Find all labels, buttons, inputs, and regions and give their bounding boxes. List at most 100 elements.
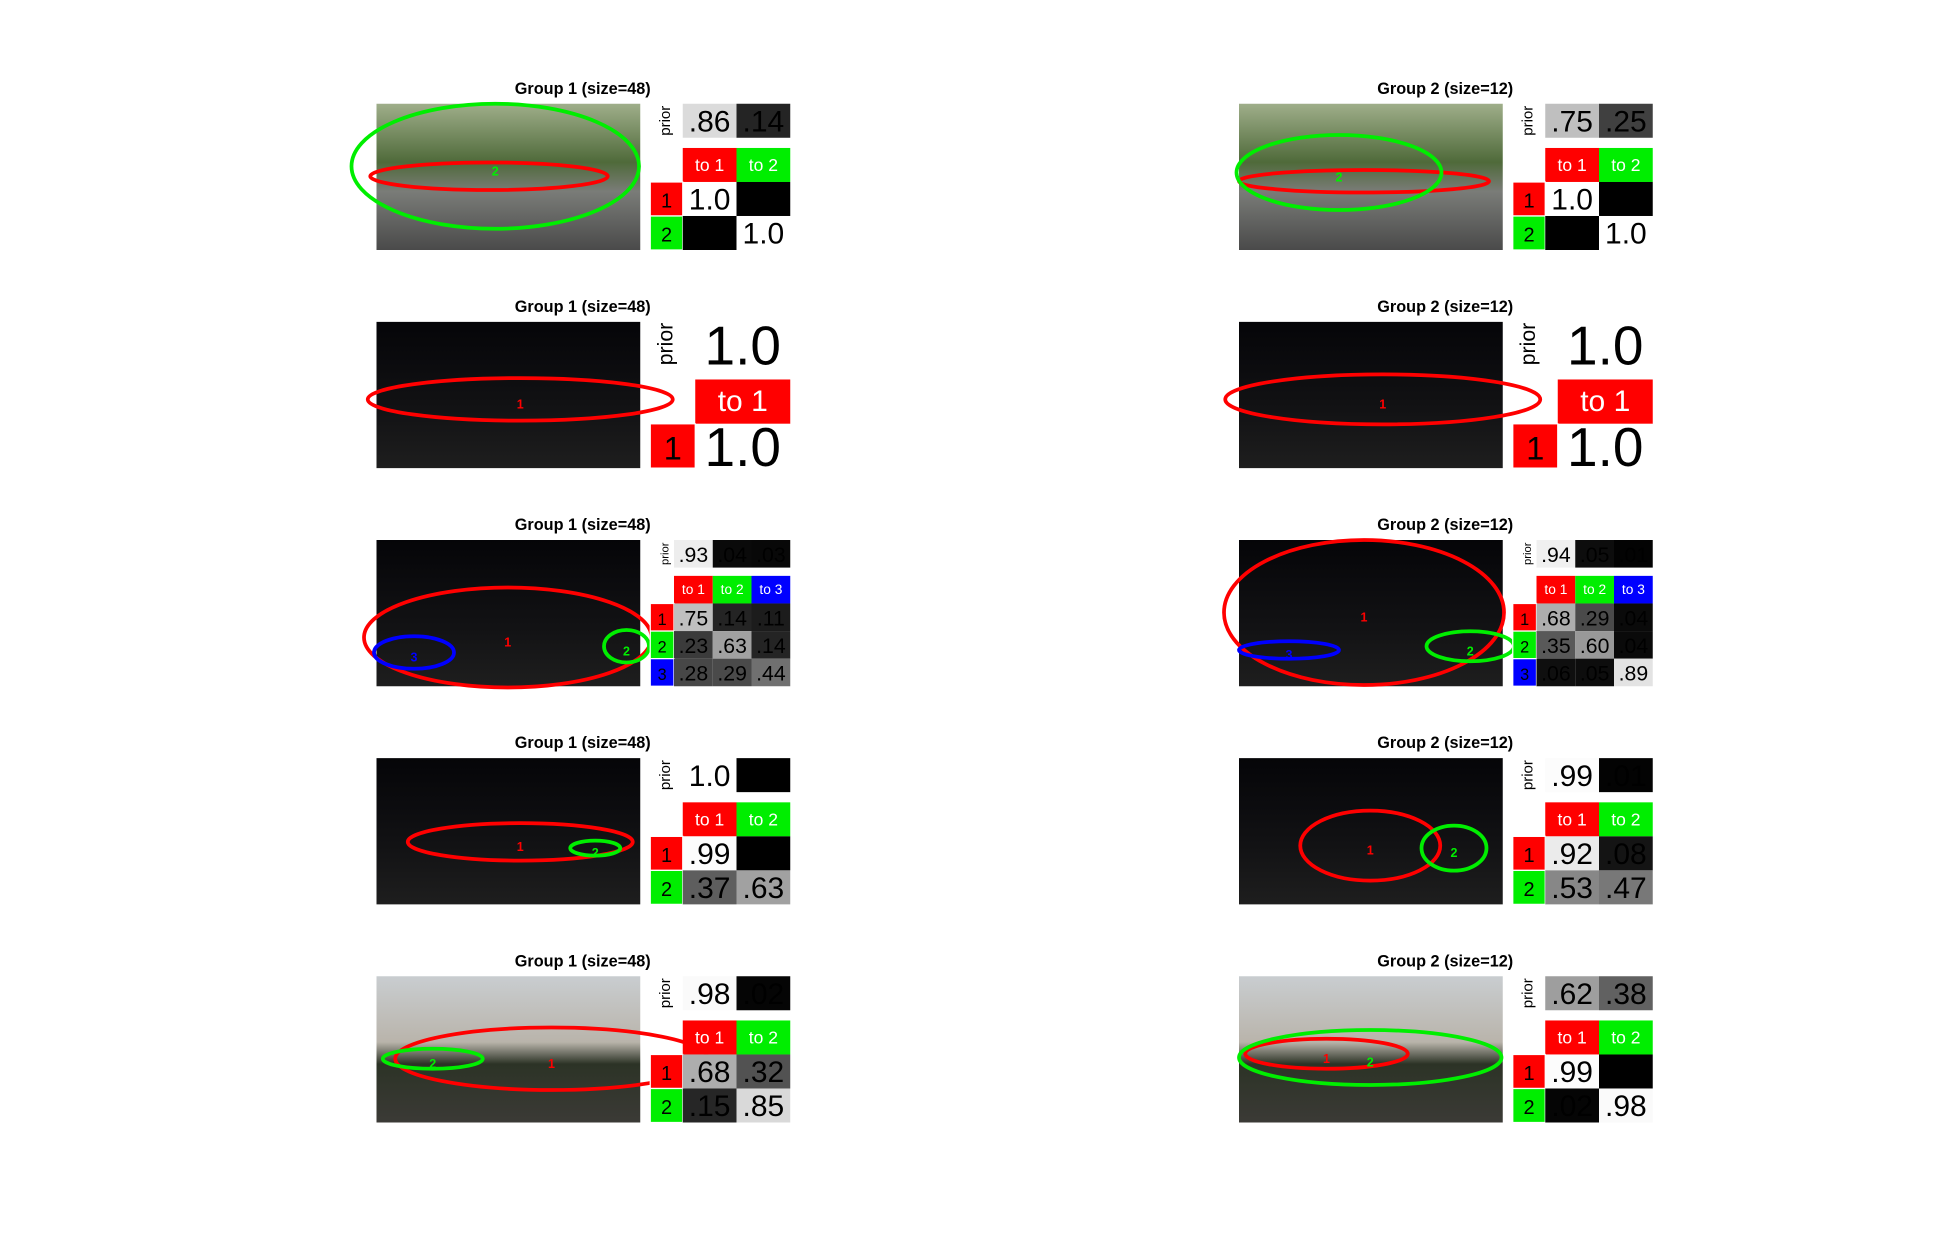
row-label: 1	[661, 1063, 672, 1085]
transition-cell	[1536, 631, 1576, 659]
panel-title: Group 1 (size=48)	[515, 952, 651, 970]
transition-value: 1.0	[1567, 416, 1643, 478]
header-cell	[682, 802, 737, 837]
transition-value: .99	[1551, 1056, 1593, 1089]
header-label: to 1	[1544, 582, 1567, 597]
transition-cell	[736, 181, 791, 216]
transition-value: .89	[1619, 662, 1649, 686]
cluster-ellipse	[1234, 133, 1444, 212]
transition-value: 1.0	[705, 416, 781, 478]
cluster-label: 1	[1323, 1052, 1330, 1066]
header-label: to 2	[749, 155, 778, 175]
row-label: 3	[1520, 666, 1529, 684]
transition-value: .53	[1551, 872, 1593, 905]
header-label: to 2	[1611, 1027, 1640, 1047]
prior-cell	[1545, 103, 1599, 138]
transition-cell	[682, 870, 737, 905]
row-label: 1	[1523, 845, 1534, 867]
prior-value: .25	[1605, 106, 1647, 139]
cluster-ellipse	[1419, 823, 1489, 873]
header-label: to 2	[749, 809, 778, 829]
photo	[1239, 976, 1503, 1123]
header-cell	[1599, 147, 1653, 182]
cluster-label: 1	[1379, 397, 1386, 411]
transition-cell	[695, 423, 791, 469]
prior-cell	[712, 540, 752, 568]
panel: Group 2 (size=12) 1 2 prior .62 .38 to 1 to 2 1.…	[1237, 952, 1653, 1123]
transition-value: 1.0	[1551, 184, 1593, 217]
transition-cell	[1545, 836, 1599, 871]
row-label: 2	[661, 879, 672, 901]
prior-value: 1.0	[689, 760, 731, 793]
header-label: to 1	[695, 1027, 724, 1047]
prior-cell	[736, 758, 791, 793]
transition-cell	[712, 603, 752, 632]
prior-label: prior	[657, 978, 674, 1008]
header-label: to 1	[695, 155, 724, 175]
header-label: to 1	[695, 809, 724, 829]
transition-value: .68	[689, 1056, 731, 1089]
transition-value: .99	[689, 838, 731, 871]
prior-cell	[1557, 321, 1653, 367]
cluster-label: 2	[492, 164, 499, 178]
prior-value: .01	[1619, 543, 1649, 567]
transition-value: .98	[1605, 1090, 1647, 1123]
transition-value: .92	[1551, 838, 1593, 871]
transition-cell	[674, 603, 713, 632]
header-cell	[736, 802, 791, 837]
panel-title: Group 2 (size=12)	[1377, 734, 1513, 752]
transition-cell	[751, 658, 791, 687]
transition-value: .23	[679, 634, 709, 658]
transition-cell	[712, 631, 752, 659]
header-cell	[1599, 1020, 1653, 1055]
header-cell	[1614, 575, 1653, 604]
transition-value: 1.0	[689, 184, 731, 217]
transition-value: .08	[1605, 838, 1647, 871]
row-label-cell	[1512, 215, 1546, 251]
header-label: to 3	[1622, 582, 1645, 597]
transition-value: .63	[743, 872, 785, 905]
cluster-ellipse	[372, 634, 456, 671]
header-cell	[1545, 1020, 1599, 1055]
header-cell	[1545, 802, 1599, 837]
prior-value: .02	[743, 978, 785, 1011]
transition-cell	[1614, 631, 1653, 659]
panel-title: Group 2 (size=12)	[1377, 298, 1513, 316]
prior-cell	[695, 321, 791, 367]
prior-value: .04	[717, 543, 747, 567]
transition-cell	[1575, 603, 1614, 632]
transition-value: .06	[1541, 662, 1571, 686]
transition-cell	[1557, 423, 1653, 469]
photo	[1239, 103, 1503, 250]
header-label: to 1	[1580, 385, 1630, 418]
header-cell	[682, 147, 737, 182]
transition-cell	[1599, 1088, 1653, 1123]
cluster-label: 2	[1367, 1056, 1374, 1070]
prior-cell	[1614, 540, 1653, 568]
prior-value: .93	[679, 543, 709, 567]
panel-title: Group 2 (size=12)	[1377, 80, 1513, 98]
header-label: to 2	[1611, 809, 1640, 829]
photo	[376, 540, 641, 687]
transition-cell	[736, 836, 791, 871]
transition-cell	[751, 631, 791, 659]
row-label: 1	[661, 190, 672, 212]
row-label: 2	[661, 224, 672, 246]
prior-value: .75	[1551, 106, 1593, 139]
prior-value: .05	[1580, 543, 1610, 567]
photo	[376, 321, 641, 469]
row-label: 2	[1523, 879, 1534, 901]
row-label-cell	[1512, 1053, 1546, 1090]
cluster-label: 1	[504, 636, 511, 650]
row-label-cell	[1512, 869, 1546, 906]
transition-value: .15	[689, 1090, 731, 1123]
row-label: 1	[1523, 1063, 1534, 1085]
panel: Group 1 (size=48) 1 2 prior .98 .02 to 1 to 2 1.…	[376, 952, 791, 1123]
cluster-label: 2	[592, 846, 599, 860]
transition-cell	[682, 836, 737, 871]
header-cell	[1575, 575, 1614, 604]
transition-cell	[1545, 1054, 1599, 1089]
header-cell	[751, 575, 791, 604]
panel: Group 2 (size=12) 1 2 3 prior .94 .05 .01 to 1 to…	[1222, 516, 1653, 687]
